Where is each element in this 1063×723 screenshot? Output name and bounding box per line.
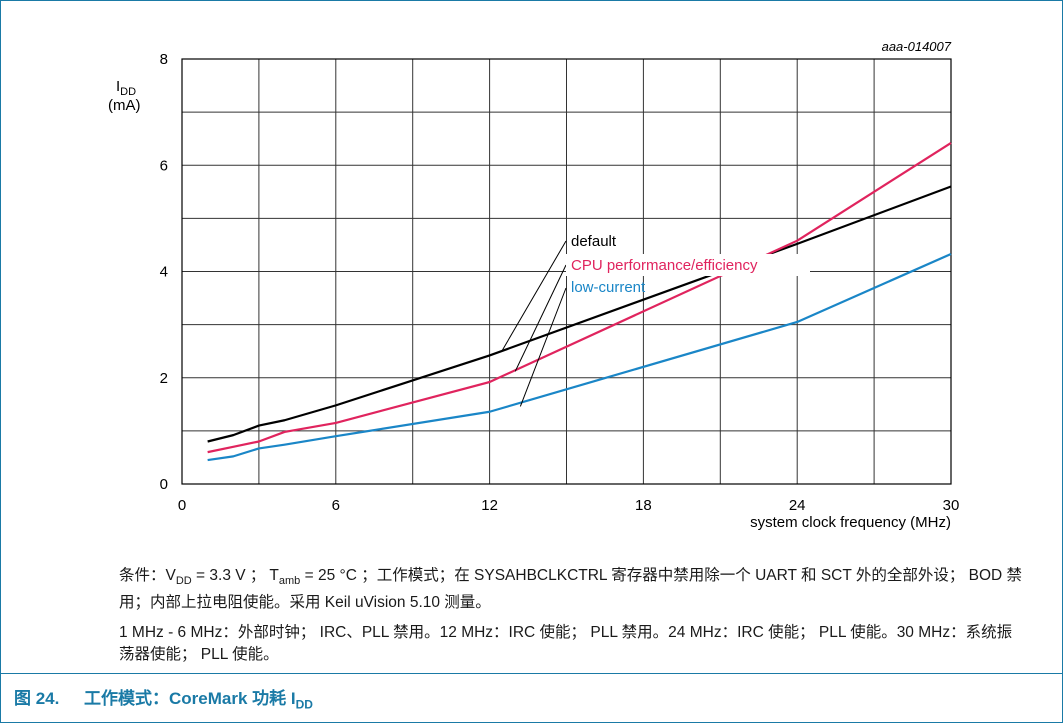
- legend-leader-0: [501, 240, 567, 351]
- x-tick-label: 30: [943, 497, 960, 514]
- grid: [181, 58, 952, 485]
- x-tick-label: 12: [481, 497, 498, 514]
- y-axis-unit: (mA): [108, 97, 141, 114]
- figure-id: aaa-014007: [882, 39, 952, 54]
- legend-label-low-current: low-current: [571, 279, 646, 296]
- legend-leader-1: [514, 264, 567, 372]
- series-line-0: [207, 185, 952, 443]
- figure-title: 工作模式：CoreMark 功耗 I: [84, 689, 296, 708]
- x-tick-label: 24: [789, 497, 806, 514]
- figure-number: 图 24.: [14, 689, 60, 708]
- y-tick-label: 6: [160, 157, 168, 174]
- clock-configuration-note: 1 MHz - 6 MHz：外部时钟； IRC、PLL 禁用。12 MHz：IR…: [119, 624, 1013, 663]
- figure-caption: 图 24. 工作模式：CoreMark 功耗 IDD: [14, 684, 313, 711]
- x-axis-label: system clock frequency (MHz): [750, 514, 951, 531]
- series-group: [207, 142, 952, 462]
- x-tick-label: 6: [332, 497, 340, 514]
- x-tick-label: 0: [178, 497, 186, 514]
- series-line-1: [207, 142, 952, 454]
- y-tick-label: 2: [160, 370, 168, 387]
- y-tick-label: 0: [160, 476, 168, 493]
- caption-divider: [0, 673, 1063, 674]
- figure-title-subscript: DD: [295, 697, 313, 712]
- x-tick-label: 18: [635, 497, 652, 514]
- legend-leaders: [501, 240, 567, 407]
- y-axis-label: IDD: [116, 78, 136, 98]
- series-line-2: [207, 252, 952, 462]
- legend-leader-2: [519, 287, 567, 407]
- measurement-conditions: 条件：VDD = 3.3 V ； Tamb = 25 °C ；工作模式；在 SY…: [119, 567, 1023, 612]
- plot-frame: [181, 58, 952, 485]
- legend-label-default: default: [571, 233, 617, 250]
- legend-label-cpu: CPU performance/efficiency: [571, 257, 758, 274]
- y-tick-label: 8: [160, 51, 168, 68]
- y-tick-label: 4: [160, 264, 168, 281]
- legend-label-backing: [566, 254, 810, 276]
